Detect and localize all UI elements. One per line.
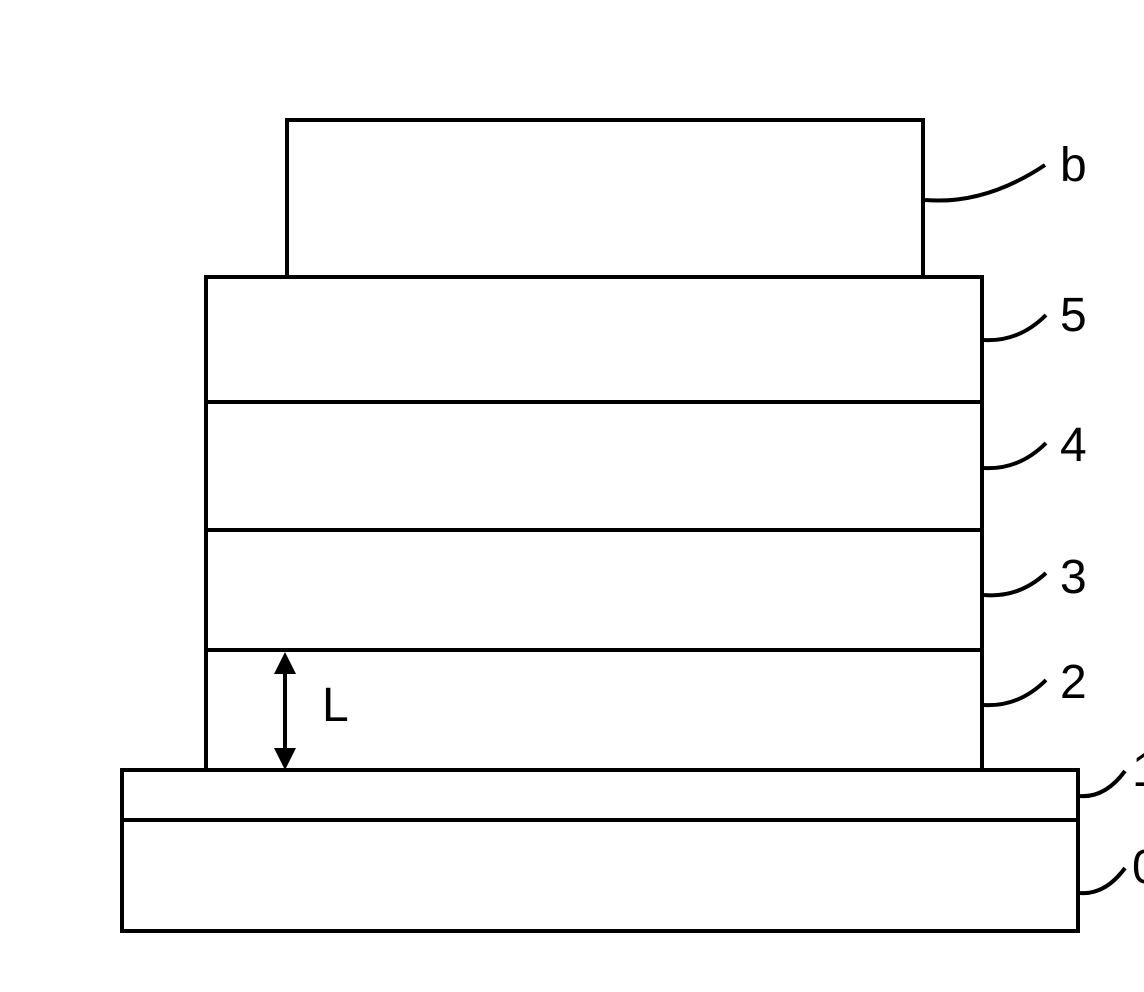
dimension-arrow [260, 650, 310, 777]
layer-0 [120, 818, 1080, 933]
leader-4 [984, 440, 1059, 475]
label-4: 4 [1060, 418, 1087, 473]
leader-1 [1080, 768, 1135, 803]
dimension-label: L [322, 678, 349, 733]
label-1: 1 [1132, 743, 1144, 798]
label-b: b [1060, 138, 1087, 193]
leader-0 [1080, 865, 1135, 900]
label-3: 3 [1060, 550, 1087, 605]
leader-5 [984, 312, 1059, 347]
layer-b [285, 118, 925, 279]
layer-stack-diagram: b 5 4 3 2 1 0 [60, 40, 1110, 960]
leader-2 [984, 677, 1059, 712]
layer-3 [204, 528, 984, 652]
label-5: 5 [1060, 288, 1087, 343]
layer-4 [204, 400, 984, 532]
leader-b [925, 160, 1055, 210]
layer-5 [204, 275, 984, 404]
label-0: 0 [1132, 840, 1144, 895]
leader-3 [984, 570, 1059, 605]
label-2: 2 [1060, 655, 1087, 710]
layer-2 [204, 648, 984, 772]
